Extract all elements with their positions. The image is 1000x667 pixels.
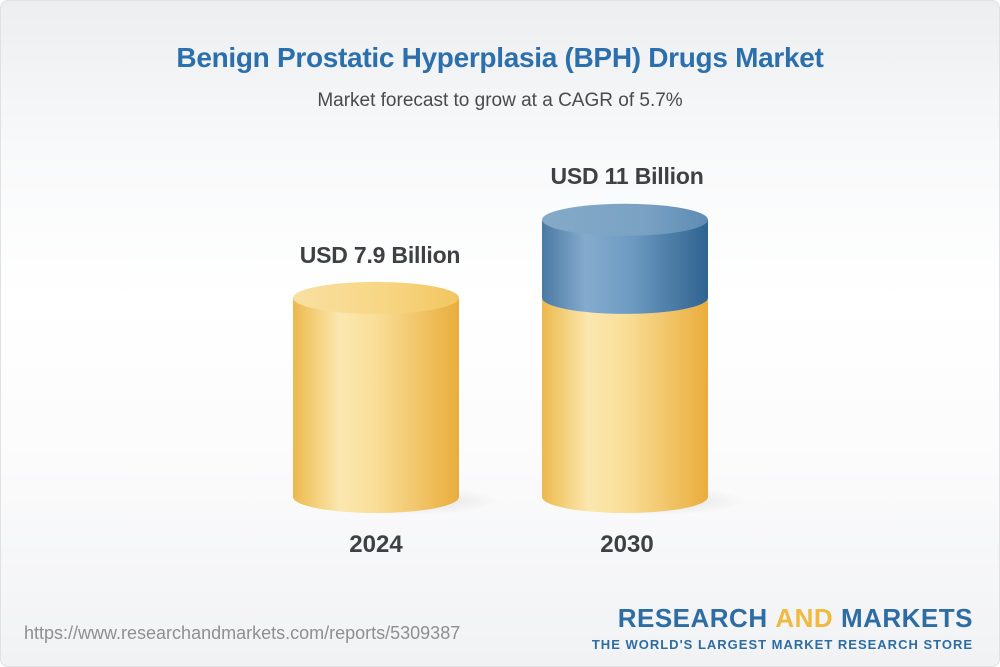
category-label-2030: 2030 (600, 531, 654, 558)
category-label-2024: 2024 (349, 531, 403, 558)
bar-2030-top (542, 203, 708, 236)
source-url-link[interactable]: https://www.researchandmarkets.com/repor… (24, 623, 461, 643)
bar-2030 (542, 203, 708, 513)
value-label-2024: USD 7.9 Billion (299, 242, 461, 268)
logo-word-and: AND (775, 603, 834, 633)
research-and-markets-logo: RESEARCH AND MARKETS THE WORLD'S LARGEST… (592, 605, 973, 652)
bar-2024-top (293, 281, 459, 314)
bar-2024 (293, 281, 459, 513)
logo-tagline: THE WORLD'S LARGEST MARKET RESEARCH STOR… (591, 637, 973, 652)
logo-word-markets: MARKETS (840, 603, 973, 633)
logo-wordmark: RESEARCH AND MARKETS (592, 605, 973, 631)
page-subtitle: Market forecast to grow at a CAGR of 5.7… (317, 90, 683, 111)
bar-2024-body (293, 297, 459, 513)
bar-2030-growth-body (542, 219, 708, 314)
page-title: Benign Prostatic Hyperplasia (BPH) Drugs… (176, 42, 824, 73)
value-label-2030: USD 11 Billion (550, 163, 704, 189)
bar-2030-base-body (542, 297, 708, 513)
logo-word-research: RESEARCH (617, 603, 768, 633)
